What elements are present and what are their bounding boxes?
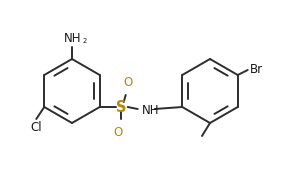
- Text: NH: NH: [64, 32, 82, 45]
- Text: S: S: [117, 100, 127, 114]
- Text: Br: Br: [250, 62, 263, 75]
- Text: O: O: [113, 126, 122, 139]
- Text: NH: NH: [142, 104, 159, 117]
- Text: O: O: [123, 76, 132, 89]
- Text: Cl: Cl: [30, 121, 42, 134]
- Text: $_2$: $_2$: [82, 36, 88, 46]
